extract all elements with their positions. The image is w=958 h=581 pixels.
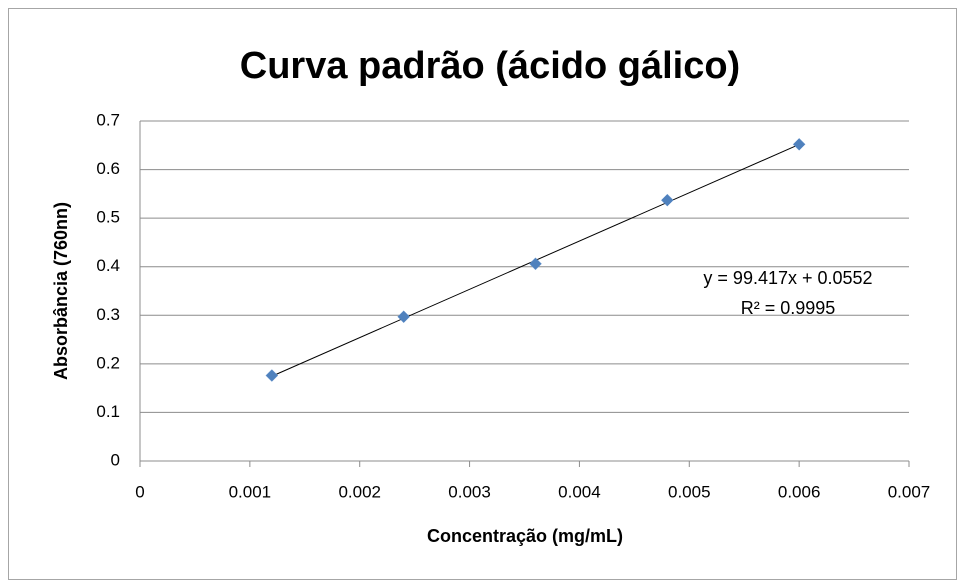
y-tick-label: 0.3 <box>96 305 120 324</box>
y-tick-label: 0.7 <box>96 110 120 129</box>
y-tick-label: 0.2 <box>96 353 120 372</box>
data-point <box>397 310 411 324</box>
y-tick-label: 0.1 <box>96 402 120 421</box>
data-point <box>792 137 806 151</box>
x-tick-label: 0.002 <box>338 482 381 501</box>
data-point <box>265 369 279 382</box>
data-point <box>660 193 674 207</box>
x-tick-label: 0.007 <box>888 482 931 501</box>
x-tick-label: 0.004 <box>558 482 601 501</box>
x-tick-label: 0.006 <box>778 482 821 501</box>
x-tick-label: 0.005 <box>668 482 711 501</box>
r-squared: R² = 0.9995 <box>741 298 836 318</box>
chart-title: Curva padrão (ácido gálico) <box>240 45 740 87</box>
x-axis-label: Concentração (mg/mL) <box>427 526 623 546</box>
y-tick-label: 0.4 <box>96 256 120 275</box>
y-tick-label: 0.6 <box>96 159 120 178</box>
y-tick-label: 0.5 <box>96 208 120 227</box>
x-tick-label: 0.003 <box>448 482 491 501</box>
y-axis-label: Absorbância (760nn) <box>51 202 71 380</box>
trendline-equation: y = 99.417x + 0.0552 <box>703 268 872 288</box>
data-point <box>529 257 542 271</box>
chart-border <box>8 8 957 580</box>
x-tick-label: 0.001 <box>229 482 272 501</box>
y-tick-label: 0 <box>111 450 120 469</box>
x-tick-label: 0 <box>135 482 144 501</box>
